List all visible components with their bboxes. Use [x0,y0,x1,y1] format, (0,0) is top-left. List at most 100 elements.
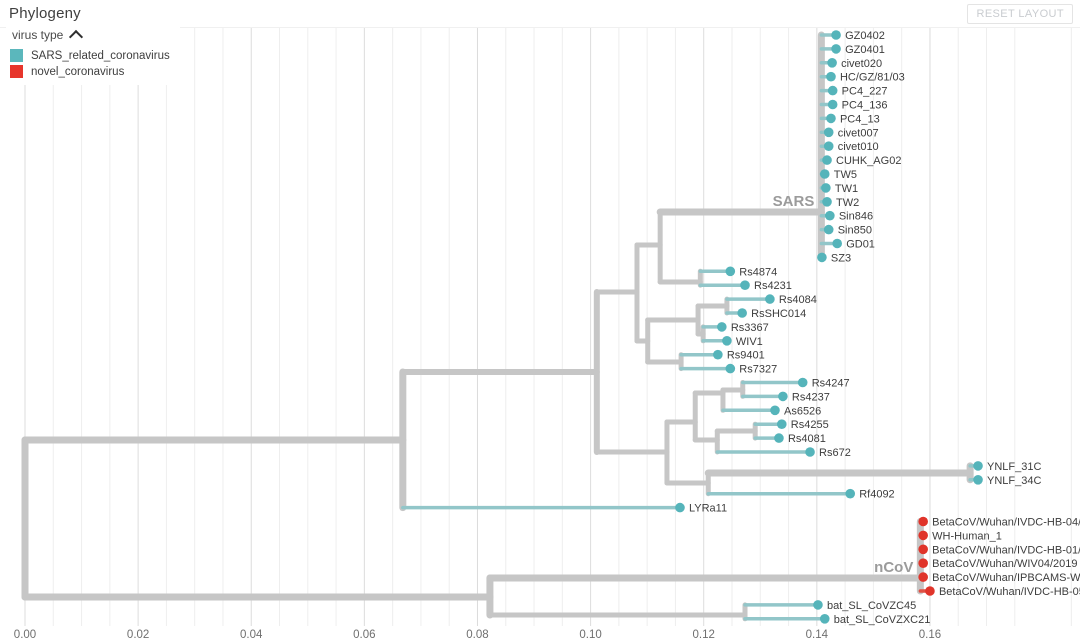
tip-node[interactable] [831,44,841,54]
legend-item[interactable]: novel_coronavirus [10,65,170,78]
tip-node[interactable] [778,391,788,402]
tip-label: BetaCoV/Wuhan/IPBCAMS-WH-01/2 [932,572,1080,584]
tip-node[interactable] [740,280,750,291]
legend-item[interactable]: SARS_related_coronavirus [10,49,170,62]
tip-label: Rs4084 [779,294,817,306]
tip-label: Sin850 [838,225,872,237]
tip-node[interactable] [823,127,834,138]
tip-node[interactable] [973,475,983,485]
tip-label: WIV1 [736,336,763,348]
tip-node[interactable] [827,99,838,110]
tip-label: LYRa11 [689,503,727,515]
tip-label: Rs7327 [739,364,777,376]
legend-swatch [10,65,23,78]
tip-node[interactable] [832,238,843,249]
legend-title: virus type [12,28,64,42]
tip-label: Rs672 [819,447,851,459]
tip-node[interactable] [826,71,836,82]
tip-label: Rf4092 [859,489,894,501]
tip-node[interactable] [918,530,928,541]
tip-node[interactable] [822,155,832,165]
tip-label: As6526 [784,405,821,417]
tip-node[interactable] [776,419,787,430]
tip-node[interactable] [825,210,835,221]
tip-label: Rs4081 [788,433,826,445]
tip-node[interactable] [813,600,823,610]
axis-tick-label: 0.14 [806,629,829,641]
tip-node[interactable] [918,572,928,582]
tip-node[interactable] [819,614,830,624]
chevron-up-icon [69,29,84,44]
legend-item-label: novel_coronavirus [31,65,125,78]
tip-node[interactable] [823,141,834,151]
tip-label: HC/GZ/81/03 [840,72,905,84]
tip-label: WH-Human_1 [932,530,1002,542]
axis-tick-label: 0.08 [466,629,488,641]
tip-label: CUHK_AG02 [836,155,901,167]
tip-label: TW2 [836,197,859,209]
header: Phylogeny RESET LAYOUT [0,0,1080,28]
tip-node[interactable] [845,488,856,499]
tip-node[interactable] [821,183,831,193]
tip-label: GD01 [846,239,875,251]
tip-label: BetaCoV/Wuhan/IVDC-HB-01/2019 [932,544,1080,556]
tip-label: GZ0401 [845,44,885,56]
tip-label: Rs3367 [731,322,769,334]
tip-node[interactable] [925,586,935,596]
tip-label: RsSHC014 [751,308,806,320]
tip-label: bat_SL_CoVZXC21 [834,614,931,626]
tip-node[interactable] [725,363,736,374]
tip-node[interactable] [827,58,837,68]
legend-toggle[interactable]: virus type [10,26,170,46]
tip-node[interactable] [765,294,775,304]
tip-label: Rs4874 [739,266,777,278]
tip-node[interactable] [797,377,808,388]
tip-node[interactable] [713,349,723,360]
tip-node[interactable] [822,197,832,207]
tip-label: BetaCoV/Wuhan/IVDC-HB-05/2019 [939,586,1080,598]
tip-label: YNLF_34C [987,475,1041,487]
tip-label: Rs4255 [791,419,829,431]
tip-label: BetaCoV/Wuhan/IVDC-HB-04/2020 [932,517,1080,529]
tip-label: civet020 [841,58,882,70]
tip-node[interactable] [774,433,784,443]
tip-label: civet007 [838,127,879,139]
tip-label: PC4_13 [840,113,880,125]
tip-node[interactable] [819,169,830,179]
tip-node[interactable] [918,558,928,568]
tip-node[interactable] [717,322,727,332]
axis-tick-label: 0.12 [693,629,715,641]
reset-layout-button[interactable]: RESET LAYOUT [967,3,1073,24]
tip-node[interactable] [805,447,815,457]
tip-node[interactable] [725,266,736,277]
tip-label: Rs9401 [727,350,765,362]
tip-node[interactable] [826,113,836,124]
tip-node[interactable] [918,544,928,555]
axis-tick-label: 0.16 [919,629,941,641]
tip-label: YNLF_31C [987,461,1041,473]
tip-label: GZ0402 [845,30,885,42]
tip-label: PC4_136 [842,100,888,112]
tip-node[interactable] [823,224,834,235]
tip-node[interactable] [831,30,841,40]
tip-node[interactable] [722,336,732,346]
axis-tick-label: 0.10 [579,629,601,641]
legend-swatch [10,49,23,62]
tip-label: Rs4237 [792,391,830,403]
tip-label: civet010 [838,141,879,153]
tip-label: BetaCoV/Wuhan/WIV04/2019 [932,558,1077,570]
tip-node[interactable] [973,461,983,471]
tip-label: PC4_227 [842,86,888,98]
axis-tick-label: 0.06 [353,629,375,641]
tip-node[interactable] [918,516,928,527]
tip-node[interactable] [737,308,747,318]
legend-items: SARS_related_coronavirus novel_coronaviru… [10,49,170,78]
tip-label: Rs4247 [812,378,850,390]
tip-node[interactable] [827,85,838,96]
tip-node[interactable] [770,405,780,416]
tip-node[interactable] [675,502,685,513]
tip-node[interactable] [817,252,827,263]
